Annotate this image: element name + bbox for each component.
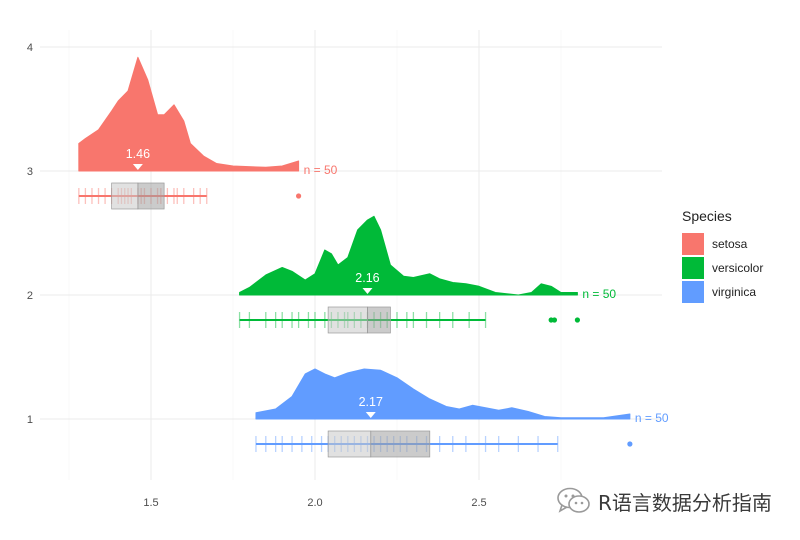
box-lower-versicolor xyxy=(327,306,368,334)
legend-title: Species xyxy=(682,208,732,224)
outlier-virginica xyxy=(627,441,633,447)
density-versicolor xyxy=(239,215,578,296)
n-label-virginica: n = 50 xyxy=(635,411,669,425)
box-lower-virginica xyxy=(327,430,372,458)
median-marker-setosa xyxy=(132,164,143,170)
labels: 1.46 n = 50 2.16 n = 50 2.17 n = 50 xyxy=(126,147,669,425)
legend-label-versicolor: versicolor xyxy=(712,260,764,275)
y-tick-label: 2 xyxy=(27,290,33,302)
outlier-versicolor xyxy=(551,317,558,323)
outlier-setosa xyxy=(296,193,302,199)
n-label-setosa: n = 50 xyxy=(304,163,338,177)
watermark-text: R语言数据分析指南 xyxy=(598,490,772,515)
n-label-versicolor: n = 50 xyxy=(582,287,616,301)
density-virginica xyxy=(255,368,631,420)
box-plots xyxy=(78,182,633,458)
legend-swatch-virginica xyxy=(682,280,704,303)
legend-item-virginica: virginica xyxy=(682,280,763,303)
legend-swatch-versicolor xyxy=(682,256,704,279)
outlier-versicolor xyxy=(574,317,581,323)
watermark: R语言数据分析指南 xyxy=(556,486,772,516)
x-tick-label: 2.0 xyxy=(307,497,322,509)
median-marker-versicolor xyxy=(362,288,373,294)
legend-item-versicolor: versicolor xyxy=(682,256,763,279)
median-label-versicolor: 2.16 xyxy=(355,271,379,285)
wechat-icon xyxy=(557,487,590,513)
density-clouds xyxy=(78,56,631,420)
box-lower-setosa xyxy=(111,182,139,210)
density-setosa xyxy=(78,56,300,172)
legend-label-virginica: virginica xyxy=(712,284,757,299)
box-upper-setosa xyxy=(137,182,165,210)
legend: Species setosa versicolor virginica xyxy=(682,208,763,304)
y-tick-label: 3 xyxy=(27,166,33,178)
x-tick-label: 2.5 xyxy=(471,497,486,509)
median-label-virginica: 2.17 xyxy=(359,395,383,409)
axes: 1.5 2.0 2.5 1 2 3 4 xyxy=(27,42,487,509)
legend-label-setosa: setosa xyxy=(712,236,748,251)
median-marker-virginica xyxy=(365,412,376,418)
box-upper-virginica xyxy=(370,430,431,458)
x-tick-label: 1.5 xyxy=(143,497,158,509)
legend-swatch-setosa xyxy=(682,232,704,255)
median-label-setosa: 1.46 xyxy=(126,147,150,161)
box-upper-versicolor xyxy=(367,306,391,334)
y-tick-label: 4 xyxy=(27,42,33,54)
y-tick-label: 1 xyxy=(27,414,33,426)
legend-item-setosa: setosa xyxy=(682,232,763,255)
